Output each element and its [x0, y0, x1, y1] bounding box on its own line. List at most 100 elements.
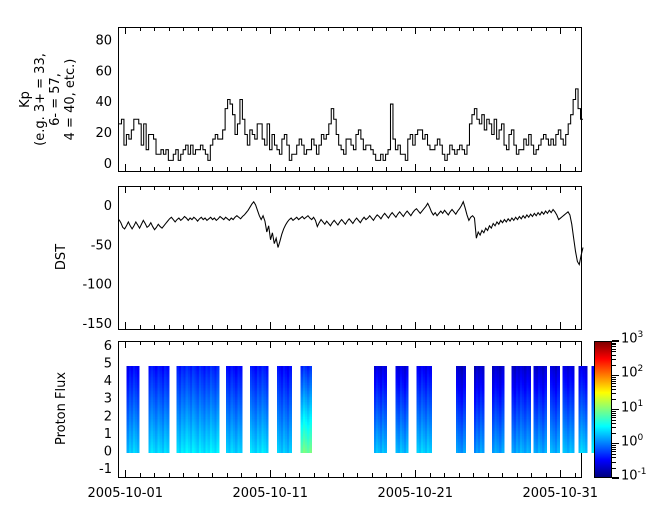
proton-flux-cell	[235, 451, 239, 453]
proton-flux-cell	[422, 369, 426, 371]
proton-flux-cell	[476, 395, 479, 398]
proton-flux-cell	[230, 423, 234, 425]
proton-flux-cell	[192, 424, 196, 427]
proton-flux-cell	[460, 400, 464, 402]
proton-flux-cell	[263, 386, 267, 388]
proton-flux-cell	[289, 445, 292, 447]
proton-flux-cell	[378, 387, 381, 390]
proton-flux-cell	[422, 398, 426, 401]
proton-flux-cell	[230, 383, 234, 385]
proton-flux-cell	[403, 403, 407, 405]
proton-flux-cell	[203, 370, 207, 373]
proton-flux-cell	[226, 367, 229, 370]
proton-flux-cell	[190, 398, 193, 401]
proton-flux-cell	[422, 423, 426, 425]
proton-flux-cell	[259, 449, 262, 452]
proton-flux-cell	[157, 380, 161, 382]
proton-flux-cell	[424, 373, 428, 376]
proton-flux-cell	[460, 415, 464, 418]
proton-flux-cell	[259, 384, 262, 387]
proton-flux-cell	[476, 412, 479, 415]
proton-flux-cell	[395, 384, 399, 387]
proton-flux-cell	[207, 438, 211, 441]
proton-flux-cell	[289, 409, 292, 412]
proton-flux-cell	[462, 375, 466, 378]
proton-flux-cell	[473, 366, 477, 368]
proton-flux-cell	[280, 367, 284, 370]
proton-flux-cell	[183, 428, 187, 430]
proton-flux-cell	[403, 423, 407, 425]
proton-flux-cell	[300, 400, 304, 402]
proton-flux-cell	[420, 369, 424, 371]
proton-flux-cell	[148, 404, 152, 407]
proton-flux-cell	[232, 366, 236, 368]
proton-flux-cell	[263, 418, 267, 421]
proton-flux-cell	[261, 426, 265, 429]
proton-flux-cell	[305, 372, 308, 374]
proton-flux-cell	[128, 367, 132, 370]
proton-flux-cell	[164, 443, 168, 446]
proton-flux-cell	[416, 423, 420, 425]
proton-flux-cell	[405, 421, 409, 424]
proton-flux-cell	[214, 373, 218, 376]
proton-flux-cell	[128, 390, 132, 393]
proton-flux-cell	[401, 446, 405, 449]
proton-flux-cell	[209, 394, 213, 396]
proton-flux-cell	[424, 415, 428, 418]
proton-flux-cell	[403, 429, 407, 432]
proton-flux-cell	[309, 380, 313, 382]
proton-flux-cell	[375, 448, 379, 450]
proton-flux-cell	[190, 369, 193, 371]
proton-flux-cell	[216, 445, 220, 447]
proton-flux-cell	[373, 372, 377, 374]
proton-flux-cell	[134, 384, 138, 387]
proton-flux-cell	[429, 390, 432, 393]
proton-flux-cell	[462, 403, 466, 405]
proton-flux-cell	[256, 437, 260, 439]
proton-flux-cell	[128, 412, 132, 415]
proton-flux-cell	[282, 412, 286, 415]
proton-flux-cell	[287, 378, 290, 381]
proton-flux-cell	[136, 435, 140, 438]
proton-flux-cell	[134, 373, 138, 376]
proton-flux-cell	[132, 389, 136, 391]
proton-flux-cell	[405, 381, 409, 384]
proton-flux-cell	[235, 409, 239, 412]
proton-flux-cell	[307, 417, 310, 419]
proton-flux-cell	[201, 407, 204, 410]
proton-flux-cell	[185, 390, 189, 393]
proton-flux-cell	[187, 418, 191, 421]
proton-flux-cell	[155, 387, 159, 390]
proton-flux-cell	[259, 448, 262, 450]
proton-flux-cell	[476, 426, 479, 429]
proton-flux-cell	[164, 418, 168, 421]
proton-flux-cell	[207, 411, 211, 413]
proton-flux-cell	[384, 417, 387, 419]
proton-flux-cell	[373, 392, 377, 395]
proton-flux-cell	[164, 448, 168, 450]
proton-flux-cell	[382, 370, 385, 373]
proton-flux-cell	[201, 409, 204, 412]
proton-flux-cell	[159, 398, 163, 401]
proton-flux-cell	[212, 383, 215, 385]
proton-flux-cell	[420, 404, 424, 407]
proton-flux-cell	[148, 367, 152, 370]
proton-flux-cell	[473, 380, 477, 382]
proton-flux-cell	[178, 451, 182, 453]
proton-flux-cell	[235, 406, 239, 408]
proton-flux-cell	[384, 407, 387, 410]
proton-flux-cell	[285, 448, 288, 450]
proton-flux-cell	[276, 381, 280, 384]
proton-flux-cell	[427, 403, 430, 405]
proton-flux-cell	[203, 377, 207, 379]
proton-flux-cell	[130, 438, 134, 441]
proton-flux-cell	[203, 375, 207, 378]
proton-flux-cell	[232, 418, 236, 421]
proton-flux-cell	[216, 401, 220, 404]
proton-flux-cell	[214, 448, 218, 450]
proton-flux-cell	[216, 372, 220, 374]
proton-flux-cell	[157, 389, 161, 391]
proton-flux-cell	[307, 418, 310, 421]
proton-flux-cell	[249, 446, 253, 449]
proton-flux-cell	[198, 378, 202, 381]
